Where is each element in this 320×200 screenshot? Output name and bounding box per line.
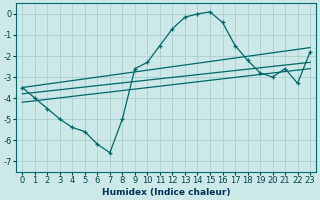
X-axis label: Humidex (Indice chaleur): Humidex (Indice chaleur): [102, 188, 230, 197]
